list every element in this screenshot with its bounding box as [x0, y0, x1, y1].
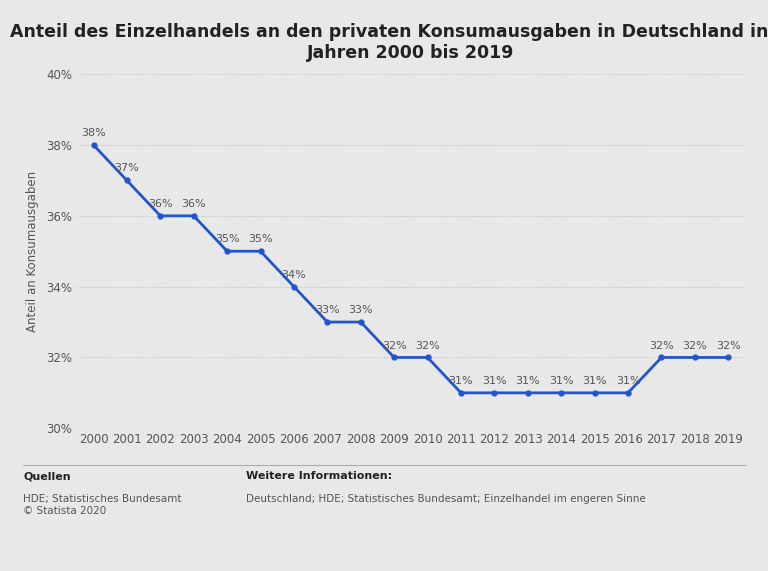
- Text: 32%: 32%: [649, 340, 674, 351]
- Text: 36%: 36%: [148, 199, 173, 209]
- Text: 33%: 33%: [349, 305, 373, 315]
- Text: Deutschland; HDE; Statistisches Bundesamt; Einzelhandel im engeren Sinne: Deutschland; HDE; Statistisches Bundesam…: [246, 494, 646, 504]
- Text: 37%: 37%: [114, 163, 139, 174]
- Text: 32%: 32%: [415, 340, 440, 351]
- Text: 34%: 34%: [282, 270, 306, 280]
- Title: Anteil des Einzelhandels an den privaten Konsumausgaben in Deutschland in den
Ja: Anteil des Einzelhandels an den privaten…: [11, 23, 768, 62]
- Text: 35%: 35%: [215, 234, 240, 244]
- Text: 36%: 36%: [181, 199, 206, 209]
- Text: 31%: 31%: [449, 376, 473, 386]
- Text: 32%: 32%: [683, 340, 707, 351]
- Text: Quellen: Quellen: [23, 471, 71, 481]
- Text: 31%: 31%: [582, 376, 607, 386]
- Text: 31%: 31%: [515, 376, 540, 386]
- Text: 32%: 32%: [716, 340, 740, 351]
- Text: 33%: 33%: [315, 305, 339, 315]
- Text: 31%: 31%: [482, 376, 507, 386]
- Text: 31%: 31%: [616, 376, 641, 386]
- Text: HDE; Statistisches Bundesamt
© Statista 2020: HDE; Statistisches Bundesamt © Statista …: [23, 494, 181, 516]
- Text: 38%: 38%: [81, 128, 106, 138]
- Text: 35%: 35%: [248, 234, 273, 244]
- Text: 31%: 31%: [549, 376, 574, 386]
- Text: 32%: 32%: [382, 340, 406, 351]
- Y-axis label: Anteil an Konsumausgaben: Anteil an Konsumausgaben: [26, 171, 39, 332]
- Text: Weitere Informationen:: Weitere Informationen:: [246, 471, 392, 481]
